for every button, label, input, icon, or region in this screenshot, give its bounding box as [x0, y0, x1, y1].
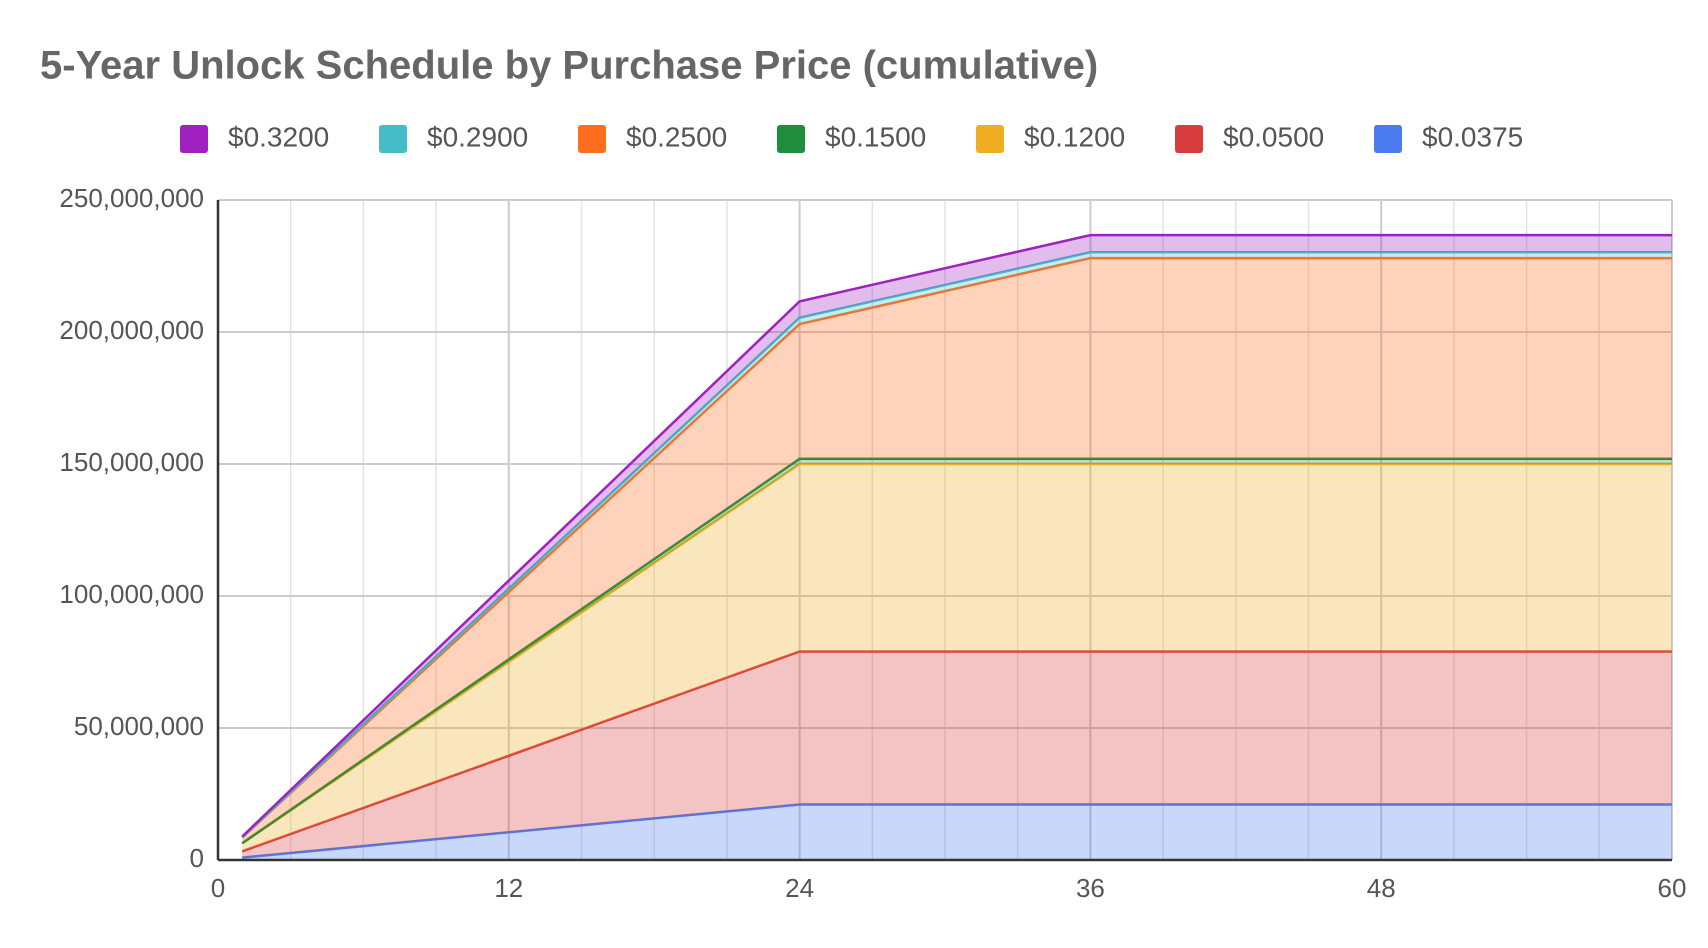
legend-label: $0.1200: [1024, 121, 1125, 152]
y-tick-label: 50,000,000: [74, 711, 204, 741]
x-tick-label: 0: [211, 873, 225, 903]
legend-label: $0.2500: [626, 121, 727, 152]
x-tick-label: 48: [1367, 873, 1396, 903]
area-line: [241, 462, 1672, 845]
area-line: [241, 256, 1672, 839]
legend-label: $0.0375: [1422, 121, 1523, 152]
legend-swatch: [379, 125, 407, 153]
legend-label: $0.2900: [427, 121, 528, 152]
area: [242, 651, 1672, 858]
x-tick-label: 24: [785, 873, 814, 903]
x-tick-label: 60: [1658, 873, 1687, 903]
x-tick-label: 12: [494, 873, 523, 903]
y-tick-label: 100,000,000: [59, 579, 204, 609]
area-line: [241, 233, 1672, 838]
area-line: [241, 251, 1672, 839]
x-tick-label: 36: [1076, 873, 1105, 903]
y-tick-label: 200,000,000: [59, 315, 204, 345]
area: [242, 464, 1672, 852]
area-line: [242, 803, 1672, 859]
y-tick-label: 0: [190, 843, 204, 873]
area: [242, 258, 1672, 844]
y-tick-label: 150,000,000: [59, 447, 204, 477]
legend-label: $0.0500: [1223, 121, 1324, 152]
area-line: [241, 650, 1672, 853]
y-tick-label: 250,000,000: [59, 183, 204, 213]
legend-swatch: [976, 125, 1004, 153]
legend-swatch: [1374, 125, 1402, 153]
chart-title: 5-Year Unlock Schedule by Purchase Price…: [40, 44, 1098, 88]
legend-swatch: [180, 125, 208, 153]
legend-label: $0.1500: [825, 121, 926, 152]
legend-swatch: [1175, 125, 1203, 153]
legend-label: $0.3200: [228, 121, 329, 152]
area: [242, 804, 1672, 860]
grid: [217, 199, 1673, 861]
area-line: [241, 457, 1672, 845]
legend-swatch: [777, 125, 805, 153]
legend-swatch: [578, 125, 606, 153]
